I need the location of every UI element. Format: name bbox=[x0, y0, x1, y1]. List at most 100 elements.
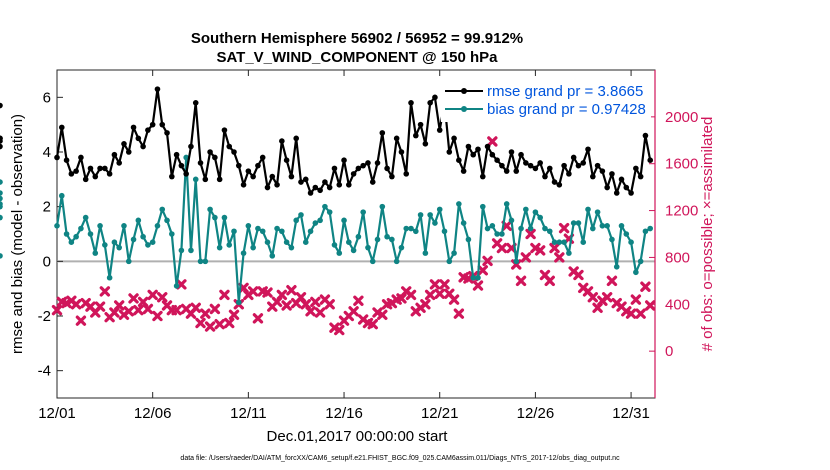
y-left-tick-label: 4 bbox=[43, 144, 51, 161]
bias-point bbox=[489, 223, 496, 229]
rmse-point bbox=[618, 176, 625, 183]
obs-point bbox=[463, 273, 474, 284]
bias-point bbox=[475, 274, 481, 281]
bias-point bbox=[628, 239, 634, 245]
bias-point bbox=[551, 239, 558, 245]
bias-point bbox=[159, 206, 166, 213]
rmse-point bbox=[527, 162, 534, 169]
obs-point bbox=[305, 306, 316, 317]
rmse-point bbox=[154, 86, 161, 92]
bias-point bbox=[216, 244, 223, 251]
rmse-point bbox=[130, 124, 137, 131]
obs-point bbox=[487, 136, 498, 147]
bias-point bbox=[508, 217, 515, 224]
obs-point bbox=[247, 286, 259, 297]
obs-point bbox=[530, 242, 541, 254]
obs-point bbox=[286, 285, 297, 296]
rmse-point bbox=[0, 143, 3, 150]
rmse-point bbox=[288, 173, 295, 180]
y-left-tick-label: 0 bbox=[43, 253, 51, 270]
bias-point bbox=[0, 190, 3, 196]
legend: rmse grand pr = 3.8665 bias grand pr = 0… bbox=[441, 78, 651, 122]
obs-point bbox=[209, 303, 221, 315]
obs-point bbox=[606, 275, 618, 287]
rmse-point bbox=[628, 190, 634, 196]
bias-point bbox=[618, 223, 625, 229]
x-tick-label: 12/16 bbox=[325, 405, 363, 422]
y-left-tick-label: -4 bbox=[38, 363, 51, 380]
bias-point bbox=[279, 228, 285, 235]
bias-point bbox=[231, 228, 237, 235]
bias-point bbox=[58, 192, 65, 199]
chart-title-line2: SAT_V_WIND_COMPONENT @ 150 hPa bbox=[216, 49, 498, 66]
obs-point bbox=[75, 315, 87, 326]
y-right-tick-label: 2000 bbox=[665, 109, 698, 126]
rmse-point bbox=[240, 182, 247, 188]
y-right-tick-label: 1600 bbox=[665, 156, 698, 173]
obs-point bbox=[621, 306, 632, 317]
obs-point bbox=[204, 321, 216, 332]
bias-point bbox=[527, 225, 534, 232]
rmse-point bbox=[613, 190, 620, 196]
obs-point bbox=[228, 309, 240, 321]
rmse-point bbox=[116, 160, 122, 166]
bias-point bbox=[0, 179, 3, 185]
rmse-point bbox=[274, 182, 280, 188]
rmse-point bbox=[379, 130, 386, 136]
rmse-point bbox=[393, 135, 400, 142]
rmse-point bbox=[566, 171, 572, 177]
bias-point bbox=[642, 228, 649, 235]
bias-point bbox=[599, 223, 606, 229]
obs-point bbox=[219, 289, 230, 301]
rmse-point bbox=[350, 171, 357, 177]
rmse-point bbox=[432, 94, 438, 101]
axis-ticks: 12/01 12/06 12/11 12/16 12/21 12/26 12/31 -4 -2 0… bbox=[38, 70, 698, 422]
bias-point bbox=[164, 217, 170, 224]
y-axis-left-label: rmse and bias (model - observation) bbox=[9, 114, 26, 354]
obs-point bbox=[448, 294, 460, 305]
obs-point bbox=[496, 242, 508, 254]
bias-point bbox=[365, 244, 371, 251]
bias-point bbox=[408, 225, 414, 232]
bias-point bbox=[183, 154, 189, 161]
bias-point bbox=[542, 225, 548, 232]
rmse-point bbox=[408, 100, 414, 106]
legend-bias-label: bias grand pr = 0.97428 bbox=[487, 101, 646, 118]
bias-point bbox=[202, 258, 209, 265]
rmse-point bbox=[489, 151, 496, 158]
bias-point bbox=[78, 225, 84, 232]
rmse-point bbox=[374, 160, 381, 166]
y-axis-right-label: # of obs: o=possible; ×=assimilated bbox=[699, 117, 716, 352]
rmse-point bbox=[551, 179, 558, 185]
chart-title-line1: Southern Hemisphere 56902 / 56952 = 99.9… bbox=[191, 30, 523, 47]
bias-point bbox=[389, 236, 395, 243]
plot-area bbox=[56, 69, 656, 399]
rmse-point bbox=[365, 160, 371, 166]
rmse-point bbox=[235, 162, 242, 169]
rmse-point bbox=[570, 154, 577, 161]
rmse-point bbox=[269, 173, 276, 180]
obs-point bbox=[171, 304, 182, 316]
bias-point bbox=[403, 225, 410, 232]
x-tick-label: 12/11 bbox=[230, 405, 266, 422]
obs-point bbox=[515, 275, 527, 287]
bias-point bbox=[73, 233, 79, 240]
bias-point bbox=[494, 231, 500, 237]
rmse-point bbox=[398, 149, 405, 155]
bias-point bbox=[245, 223, 252, 229]
bias-point bbox=[293, 217, 300, 224]
rmse-point bbox=[183, 171, 189, 177]
bias-point bbox=[532, 209, 539, 215]
y-right-tick-label: 800 bbox=[665, 249, 690, 266]
bias-point bbox=[398, 244, 405, 251]
obs-point bbox=[142, 303, 154, 315]
bias-point bbox=[422, 250, 429, 256]
bias-point bbox=[360, 209, 366, 215]
rmse-point bbox=[197, 160, 204, 166]
rmse-point bbox=[604, 184, 610, 191]
bias-point bbox=[537, 214, 543, 221]
obs-point bbox=[420, 299, 431, 310]
bias-point bbox=[594, 209, 601, 215]
bias-point bbox=[235, 299, 242, 306]
rmse-point bbox=[173, 151, 180, 158]
